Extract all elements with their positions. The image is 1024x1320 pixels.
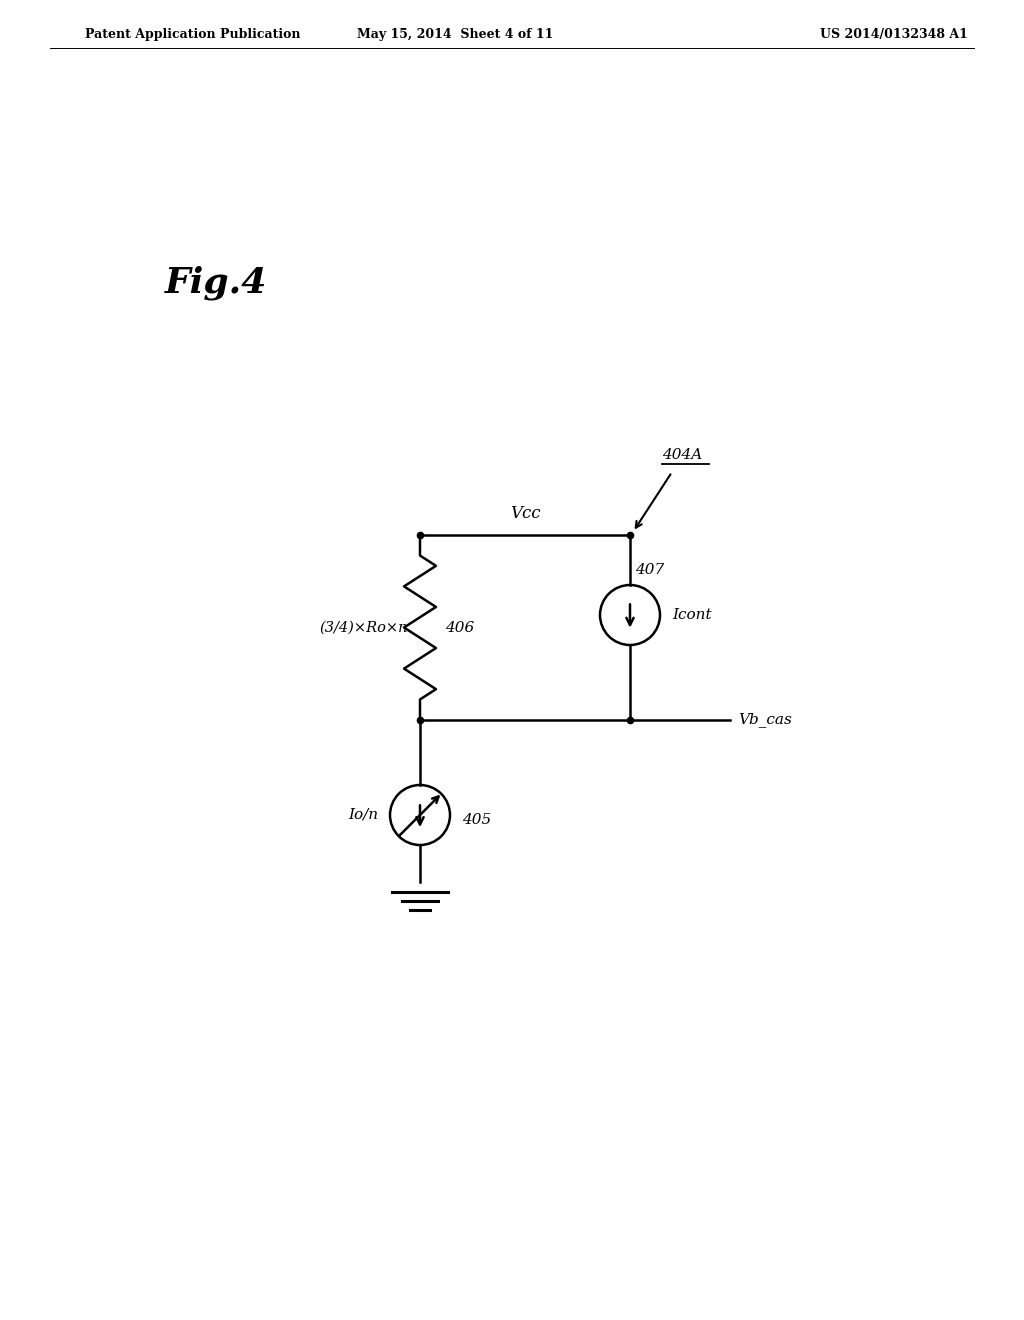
Text: Icont: Icont xyxy=(672,609,712,622)
Text: US 2014/0132348 A1: US 2014/0132348 A1 xyxy=(820,28,968,41)
Text: 405: 405 xyxy=(462,813,492,828)
Text: Fig.4: Fig.4 xyxy=(165,265,267,300)
Text: (3/4)×Ro×n: (3/4)×Ro×n xyxy=(319,620,408,635)
Text: 406: 406 xyxy=(445,620,474,635)
Text: Vcc: Vcc xyxy=(510,506,541,521)
Text: 404A: 404A xyxy=(662,447,702,462)
Text: Patent Application Publication: Patent Application Publication xyxy=(85,28,300,41)
Text: 407: 407 xyxy=(635,564,665,577)
Text: May 15, 2014  Sheet 4 of 11: May 15, 2014 Sheet 4 of 11 xyxy=(356,28,553,41)
Text: Vb_cas: Vb_cas xyxy=(738,713,792,727)
Text: Io/n: Io/n xyxy=(348,808,378,822)
